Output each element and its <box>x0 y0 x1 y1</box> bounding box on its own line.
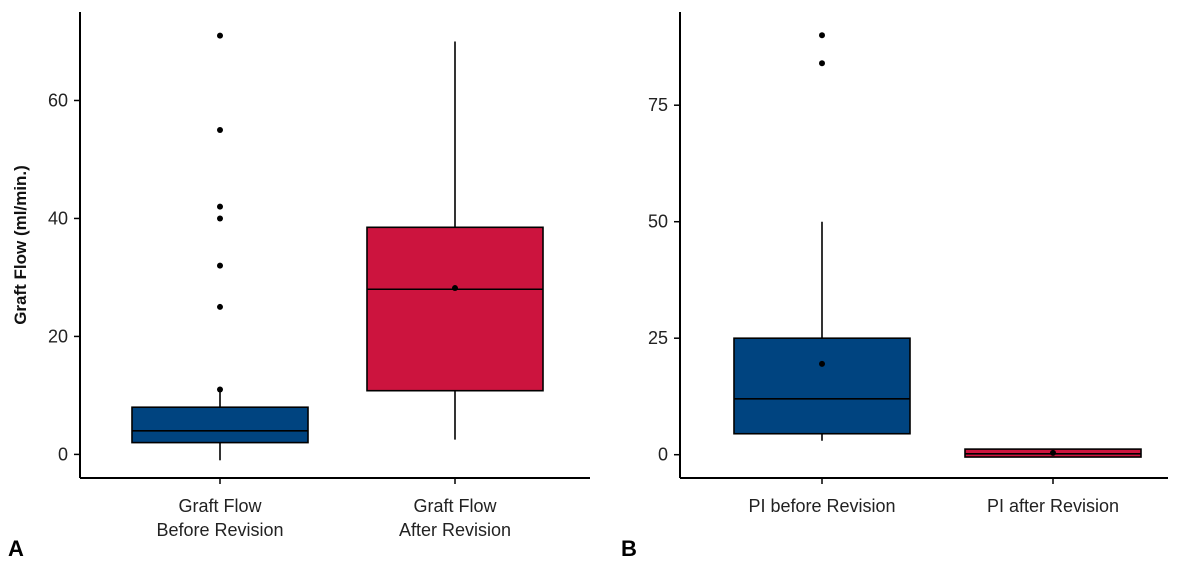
x-category-label: Graft Flow <box>178 496 262 516</box>
outlier-point <box>217 303 223 310</box>
mean-point <box>452 285 458 292</box>
mean-point <box>1050 449 1056 456</box>
box-iqr <box>131 406 309 444</box>
box-iqr <box>366 226 544 392</box>
y-tick-label: 75 <box>648 95 668 115</box>
y-tick-label: 25 <box>648 328 668 348</box>
panel-a: 0 20 40 60 Graft Flow (ml/min.) Graft Flow Bef… <box>8 12 590 561</box>
box-group <box>131 32 309 461</box>
y-tick-label: 60 <box>48 90 68 110</box>
panel-label: A <box>8 536 24 561</box>
box-group <box>964 448 1142 458</box>
y-tick-label: 0 <box>658 445 668 465</box>
x-category-label: PI after Revision <box>987 496 1119 516</box>
panel-b: 0 25 50 75 PI before Revision PI after Revisi… <box>621 12 1168 561</box>
outlier-point <box>217 215 223 222</box>
outlier-point <box>217 262 223 269</box>
outlier-point <box>217 32 223 39</box>
box-group <box>733 32 911 441</box>
panel-label: B <box>621 536 637 561</box>
outlier-point <box>217 126 223 133</box>
y-tick-label: 20 <box>48 326 68 346</box>
y-tick-label: 50 <box>648 212 668 232</box>
y-tick-label: 0 <box>58 444 68 464</box>
outlier-point <box>819 32 825 39</box>
mean-point <box>217 386 223 393</box>
outlier-point <box>217 203 223 210</box>
y-axis-title: Graft Flow (ml/min.) <box>11 165 30 325</box>
x-category-label: After Revision <box>399 520 511 540</box>
x-category-label: PI before Revision <box>748 496 895 516</box>
box-iqr <box>733 337 911 435</box>
mean-point <box>819 360 825 367</box>
outlier-point <box>819 60 825 67</box>
x-category-label: Before Revision <box>156 520 283 540</box>
box-group <box>366 41 544 440</box>
y-tick-label: 40 <box>48 208 68 228</box>
x-category-label: Graft Flow <box>413 496 497 516</box>
